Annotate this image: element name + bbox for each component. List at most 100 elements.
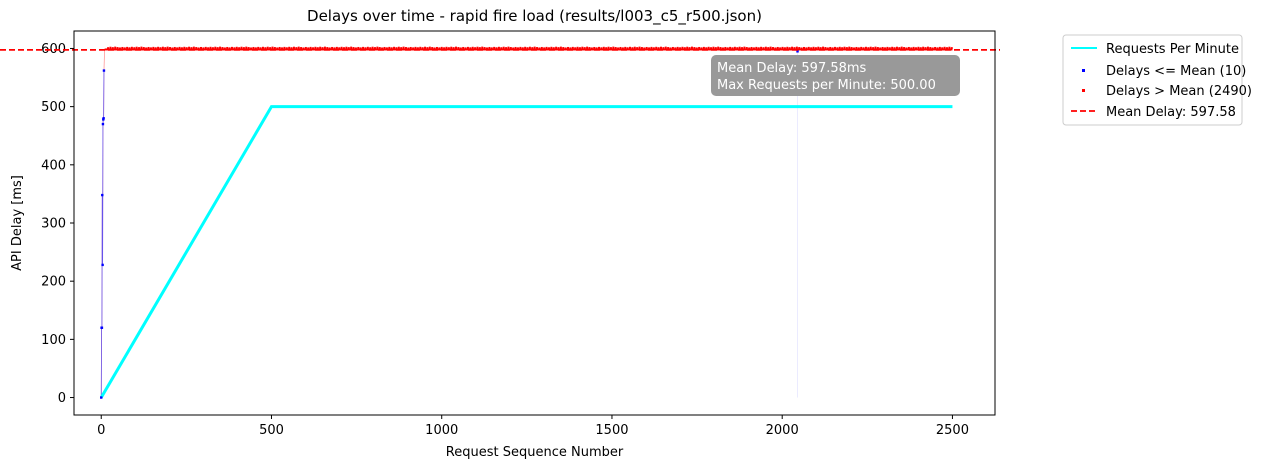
x-tick-label: 2500: [936, 423, 969, 438]
legend-entry-delays-below-mean: Delays <= Mean (10): [1106, 64, 1246, 79]
delay-above-mean-point: [755, 46, 758, 49]
delay-above-mean-point: [879, 47, 882, 50]
delay-above-mean-point: [199, 46, 202, 49]
delay-above-mean-point: [345, 46, 348, 49]
delay-above-mean-point: [240, 46, 243, 49]
delay-above-mean-point: [481, 46, 484, 49]
delay-above-mean-point: [929, 47, 932, 50]
delay-above-mean-point: [369, 47, 372, 50]
delay-above-mean-point: [440, 46, 443, 49]
delay-above-mean-point: [295, 47, 298, 50]
delay-above-mean-point: [800, 47, 803, 50]
delay-above-mean-point: [519, 46, 522, 49]
delay-above-mean-point: [791, 46, 794, 49]
delay-above-mean-point: [142, 47, 145, 50]
delay-above-mean-point: [323, 46, 326, 49]
delay-above-mean-point: [702, 46, 705, 49]
delay-above-mean-point: [838, 46, 841, 49]
delay-above-mean-point: [128, 47, 131, 50]
delay-above-mean-point: [655, 46, 658, 49]
delay-above-mean-point: [509, 47, 512, 50]
delay-above-mean-point: [219, 46, 222, 49]
delay-above-mean-point: [309, 46, 312, 49]
delay-above-mean-point: [390, 47, 393, 50]
x-axis-label: Request Sequence Number: [446, 445, 624, 460]
delay-above-mean-point: [388, 46, 391, 49]
delay-above-mean-point: [629, 46, 632, 49]
delay-above-mean-point: [469, 47, 472, 50]
delay-above-mean-point: [452, 47, 455, 50]
delay-above-mean-point: [505, 47, 508, 50]
delay-above-mean-point: [214, 46, 217, 49]
delay-above-mean-point: [395, 47, 398, 50]
delay-above-mean-point: [209, 46, 212, 49]
delay-above-mean-point: [512, 47, 515, 50]
delay-above-mean-point: [848, 46, 851, 49]
delay-above-mean-point: [516, 47, 519, 50]
delay-above-mean-point: [540, 46, 543, 49]
delay-above-mean-point: [118, 47, 121, 50]
delay-above-mean-point: [872, 47, 875, 50]
delay-above-mean-point: [700, 47, 703, 50]
delay-above-mean-point: [197, 47, 200, 50]
delay-above-mean-point: [903, 47, 906, 50]
delay-above-mean-point: [326, 47, 329, 50]
delay-above-mean-point: [841, 47, 844, 50]
delay-above-mean-point: [810, 47, 813, 50]
delay-above-mean-point: [609, 47, 612, 50]
delay-above-mean-point: [559, 46, 562, 49]
delay-above-mean-point: [161, 46, 164, 49]
delay-above-mean-point: [590, 47, 593, 50]
delay-above-mean-point: [681, 46, 684, 49]
delays-above-mean-band: [104, 48, 953, 51]
delay-above-mean-point: [714, 47, 717, 50]
delay-above-mean-point: [497, 46, 500, 49]
delay-above-mean-point: [850, 47, 853, 50]
delay-above-mean-point: [710, 47, 713, 50]
delay-above-mean-point: [238, 47, 241, 50]
delay-above-mean-point: [893, 47, 896, 50]
annotation-mean-delay: Mean Delay: 597.58ms: [717, 61, 867, 76]
delay-above-mean-point: [314, 46, 317, 49]
delay-above-mean-point: [683, 47, 686, 50]
delay-above-mean-point: [931, 47, 934, 50]
delay-above-mean-point: [738, 46, 741, 49]
delay-above-mean-point: [459, 47, 462, 50]
delay-above-mean-point: [431, 47, 434, 50]
delay-above-mean-point: [776, 46, 779, 49]
legend-swatch-delays-above-mean: [1082, 89, 1085, 92]
delay-above-mean-point: [588, 47, 591, 50]
delay-above-mean-point: [283, 46, 286, 49]
delay-above-mean-point: [557, 47, 560, 50]
delay-above-mean-point: [335, 46, 338, 49]
delay-above-mean-point: [805, 47, 808, 50]
delay-above-mean-point: [159, 47, 162, 50]
delay-above-mean-point: [443, 47, 446, 50]
delay-above-mean-point: [288, 46, 291, 49]
delay-above-mean-point: [524, 46, 527, 49]
delay-above-mean-point: [495, 47, 498, 50]
y-tick-label: 300: [41, 217, 66, 232]
delay-above-mean-point: [562, 47, 565, 50]
delay-above-mean-point: [276, 47, 279, 50]
delay-above-mean-point: [366, 46, 369, 49]
y-axis-label: API Delay [ms]: [10, 175, 25, 271]
delay-above-mean-point: [438, 47, 441, 50]
delay-above-mean-point: [869, 46, 872, 49]
delay-above-mean-point: [724, 46, 727, 49]
delay-above-mean-point: [864, 46, 867, 49]
delay-above-mean-point: [302, 47, 305, 50]
delay-above-mean-point: [362, 46, 365, 49]
delay-above-mean-point: [292, 46, 295, 49]
delay-above-mean-point: [226, 46, 229, 49]
delay-above-mean-point: [764, 46, 767, 49]
delay-above-mean-point: [690, 46, 693, 49]
delay-above-mean-point: [271, 46, 274, 49]
delay-above-mean-point: [617, 47, 620, 50]
delay-above-mean-point: [116, 47, 119, 50]
delay-above-mean-point: [695, 47, 698, 50]
delay-above-mean-point: [354, 47, 357, 50]
delay-above-mean-point: [948, 46, 951, 49]
legend: Requests Per Minute Delays <= Mean (10) …: [1062, 34, 1252, 126]
annotation-max-requests: Max Requests per Minute: 500.00: [717, 78, 936, 93]
